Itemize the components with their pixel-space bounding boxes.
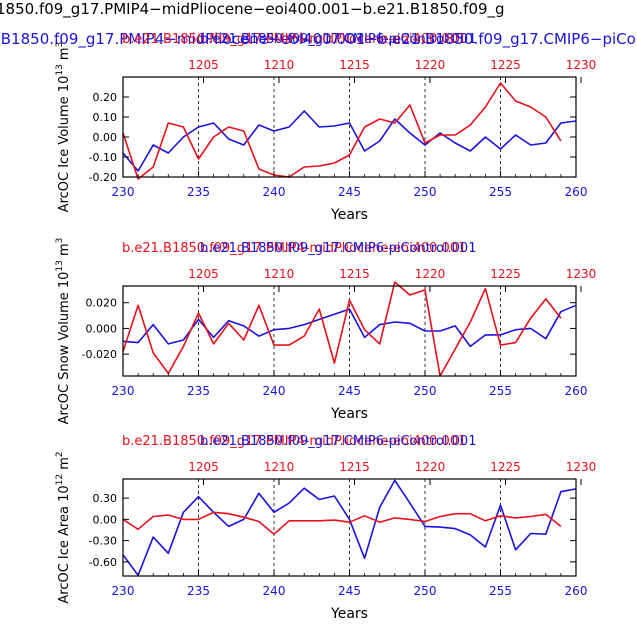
top-tick-label: 1205 [188,267,219,281]
x-axis-title: Years [330,207,368,223]
legend-label-red: b.e21.B1850.f09_g17.PMIP4-midPliocene-eo… [122,434,466,449]
x-tick-label: 255 [489,584,512,598]
y-tick-label: 0.20 [93,91,118,104]
x-tick-label: 230 [112,584,135,598]
top-tick-label: 1205 [188,58,219,72]
x-tick-label: 235 [187,185,210,199]
top-tick-label: 1210 [264,58,295,72]
top-tick-label: 1230 [566,460,597,474]
top-tick-label: 1220 [415,267,446,281]
x-tick-label: 235 [187,584,210,598]
y-axis-title: ArcOC Ice Volume 1013 m3 [55,42,72,213]
series-line-red [122,281,562,377]
top-tick-label: 1215 [339,58,370,72]
top-tick-label: 1215 [339,267,370,281]
x-tick-label: 260 [565,185,588,199]
legend-label-blue: b.e21.B1850.f09_g17.CMIP6-piControl.001 [200,434,476,449]
x-tick-label: 230 [112,185,135,199]
series-line-red [122,82,562,180]
page-title: 1850.f09_g17.PMIP4−midPliocene−eoi400.00… [0,0,505,19]
y-tick-label: 0.020 [86,297,118,310]
legend-label-red: b.e21.B1850.f09_g17.PMIP4-midPliocene-eo… [122,32,466,47]
top-tick-label: 1210 [264,267,295,281]
series-line-red [122,511,562,536]
x-tick-label: 250 [414,584,437,598]
top-tick-label: 1225 [490,267,521,281]
x-axis-title: Years [330,406,368,422]
page-subtitle: .B1850.f09_g17.PMIP4−midPliocene−eoi400.… [0,30,637,49]
y-tick-label: -0.10 [89,151,117,164]
top-tick-label: 1205 [188,460,219,474]
x-tick-label: 230 [112,384,135,398]
series-line-blue [122,304,577,348]
top-tick-label: 1230 [566,267,597,281]
x-tick-label: 240 [263,185,286,199]
y-tick-label: 0.000 [86,322,118,335]
y-tick-label: 0.30 [93,492,118,505]
x-tick-label: 240 [263,584,286,598]
top-tick-label: 1230 [566,58,597,72]
x-tick-label: 255 [489,185,512,199]
x-tick-label: 245 [338,584,361,598]
y-tick-label: 0.10 [93,111,118,124]
chart-panel-1: 230 235 240 245 250 255 260 1205 1210 1215 1220 122… [55,32,596,223]
x-tick-label: 235 [187,384,210,398]
top-tick-label: 1220 [415,58,446,72]
chart-panel-3: 230 235 240 245 250 255 260 1205 1210 1215 1220 122… [55,434,596,622]
y-tick-label: -0.20 [89,171,117,184]
x-tick-label: 255 [489,384,512,398]
y-tick-label: -0.30 [89,535,117,548]
x-axis-title: Years [330,606,368,622]
charts-group: 230 235 240 245 250 255 260 1205 1210 1215 1220 122… [55,32,596,622]
x-tick-label: 245 [338,185,361,199]
x-tick-label: 260 [565,384,588,398]
x-tick-label: 250 [414,384,437,398]
x-tick-label: 245 [338,384,361,398]
chart-panel-2: 230 235 240 245 250 255 260 1205 1210 1215 1220 122… [55,238,596,425]
legend-label-blue: b.e21.B1850.f09_g17.CMIP6-piControl.001 [200,241,476,256]
x-tick-label: 240 [263,384,286,398]
y-axis-title: ArcOC Snow Volume 1013 m3 [55,238,72,425]
top-tick-label: 1215 [339,460,370,474]
top-tick-label: 1225 [490,460,521,474]
y-tick-label: -0.60 [89,556,117,569]
x-tick-label: 260 [565,584,588,598]
top-tick-label: 1220 [415,460,446,474]
y-tick-label: -0.020 [82,348,117,361]
top-tick-label: 1210 [264,460,295,474]
y-axis-title: ArcOC Ice Area 1012 m2 [55,451,72,603]
x-tick-label: 250 [414,185,437,199]
top-tick-label: 1225 [490,58,521,72]
legend-label-red: b.e21.B1850.f09_g17.PMIP4-midPliocene-eo… [122,241,466,256]
y-tick-label: 0.00 [93,513,118,526]
legend-label-blue: b.e21.B1850.f09_g17.CMIP6-piControl.001 [200,32,476,47]
y-tick-label: 0.00 [93,131,118,144]
